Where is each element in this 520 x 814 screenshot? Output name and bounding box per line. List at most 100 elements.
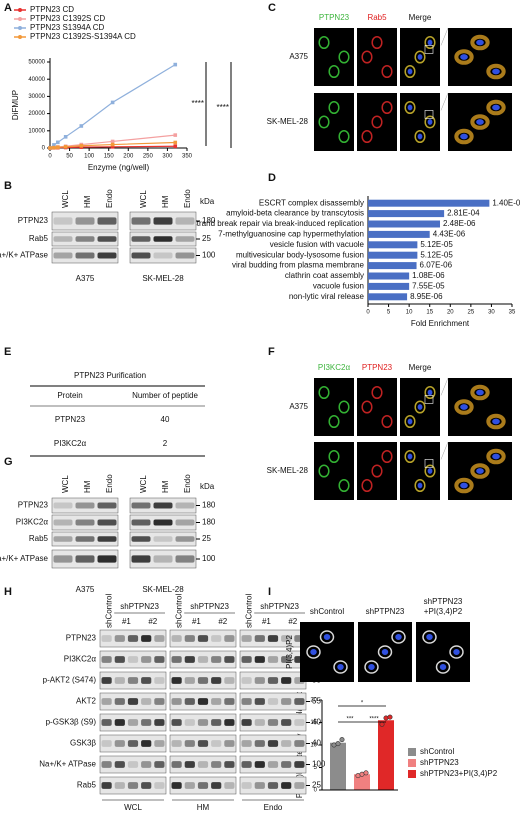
cell xyxy=(414,50,426,64)
blot-band xyxy=(53,555,73,563)
legend-marker xyxy=(18,17,22,21)
blot-band xyxy=(267,635,279,642)
blot-band xyxy=(114,635,125,642)
blot-band xyxy=(294,698,305,705)
lane-header: WCL xyxy=(61,475,70,493)
cell xyxy=(338,50,350,64)
blot-band xyxy=(197,677,209,684)
blot-band xyxy=(154,656,165,663)
lane-header: Endo xyxy=(105,189,114,208)
blot-band xyxy=(281,677,292,684)
blot-band xyxy=(75,236,95,242)
nucleus xyxy=(426,634,433,640)
blot-band xyxy=(281,782,292,789)
cell xyxy=(328,449,340,464)
cell xyxy=(318,464,330,478)
row-label: PI(3,4)P2 xyxy=(285,635,294,669)
lane-header: HM xyxy=(83,480,92,493)
lane-header: Endo xyxy=(183,189,192,208)
blot-band xyxy=(127,656,139,663)
cell xyxy=(318,115,330,129)
data-point xyxy=(79,124,84,128)
nucleus xyxy=(407,104,413,111)
nucleus xyxy=(427,39,433,46)
lane-header: HM xyxy=(161,480,170,493)
cell xyxy=(470,114,490,130)
blot-band xyxy=(171,761,182,768)
p-value-label: 1.08E-06 xyxy=(412,271,445,280)
blot-band xyxy=(211,740,222,747)
legend-label: shPTPN23+PI(3,4)P2 xyxy=(420,769,498,778)
nucleus xyxy=(492,68,500,75)
x-tick-label: 5 xyxy=(387,310,391,316)
mw-label: 25 xyxy=(202,234,211,243)
cell xyxy=(424,464,436,478)
blot-band xyxy=(171,782,182,789)
group-label: Endo xyxy=(264,803,283,812)
x-tick-label: 150 xyxy=(104,154,115,160)
blot xyxy=(51,231,119,247)
zoom-guide xyxy=(440,377,449,396)
category-label: viral budding from plasma membrane xyxy=(232,261,365,270)
blot-band xyxy=(75,502,95,509)
nucleus xyxy=(476,119,484,125)
legend-swatch xyxy=(408,770,416,778)
data-point xyxy=(63,135,68,139)
cell xyxy=(414,478,426,493)
kda-label: kDa xyxy=(200,482,215,491)
blot-band xyxy=(241,698,252,705)
x-axis-label: Fold Enrichment xyxy=(411,319,470,328)
blot-band xyxy=(75,519,95,526)
blot-band xyxy=(211,782,222,789)
blot-band xyxy=(197,740,209,747)
x-tick-label: 35 xyxy=(509,310,516,316)
mw-label: 25 xyxy=(312,781,321,790)
zoom-guide xyxy=(440,92,449,111)
legend-marker xyxy=(18,35,22,39)
blot-band xyxy=(171,719,182,726)
blot-band xyxy=(101,698,112,705)
blot-band xyxy=(53,236,73,242)
blot-band xyxy=(131,217,151,225)
p-value-label: 5.12E-05 xyxy=(420,240,453,249)
bar xyxy=(368,220,440,228)
nucleus xyxy=(439,664,447,670)
blot-band xyxy=(127,677,139,684)
cell-line: SK-MEL-28 xyxy=(142,274,184,283)
mw-label: 100 xyxy=(312,760,326,769)
blot-band xyxy=(153,502,173,509)
data-point xyxy=(173,144,178,149)
category-label: amyloid-beta clearance by transcytosis xyxy=(226,209,364,218)
y-tick-label: 15 xyxy=(310,720,317,726)
cell xyxy=(404,449,416,464)
blot-band xyxy=(171,698,182,705)
blot-band xyxy=(127,761,139,768)
y-tick-label: 0 xyxy=(314,788,318,794)
blot-band xyxy=(101,719,112,726)
significance: **** xyxy=(192,99,204,108)
legend-label: shControl xyxy=(420,747,454,756)
data-point xyxy=(383,715,389,721)
bar xyxy=(368,282,410,290)
blot-band xyxy=(53,502,73,509)
data-point xyxy=(110,144,115,149)
x-tick-label: 100 xyxy=(84,154,95,160)
zoom-box xyxy=(424,395,434,404)
blot-band xyxy=(114,719,125,726)
blot-band xyxy=(211,761,222,768)
bar xyxy=(368,262,417,270)
series-line xyxy=(49,64,176,149)
blot-band xyxy=(267,656,279,663)
blot-band xyxy=(254,740,265,747)
row-label: AKT2 xyxy=(76,697,97,706)
legend-label: PTPN23 S1394A CD xyxy=(30,23,104,32)
cell xyxy=(381,64,393,79)
blot-band xyxy=(141,719,152,726)
row-label: Na+/K+ ATPase xyxy=(39,760,96,769)
blot-band xyxy=(154,635,165,642)
zoom-box xyxy=(424,110,434,119)
nucleus xyxy=(368,664,375,670)
mw-label: 40 xyxy=(312,718,321,727)
blot-band xyxy=(114,698,125,705)
bar xyxy=(330,742,346,790)
